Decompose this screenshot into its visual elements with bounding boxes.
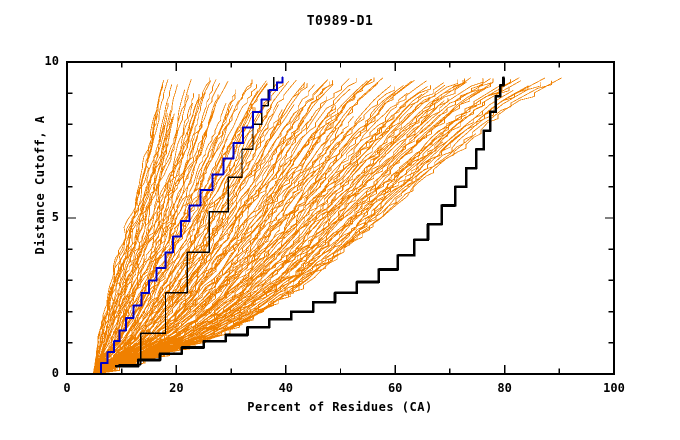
- ensemble-curve: [92, 80, 164, 375]
- ensemble-curve: [93, 94, 219, 375]
- ensemble-curve: [93, 84, 334, 375]
- ensemble-curve: [93, 82, 306, 375]
- x-tick-label: 20: [169, 381, 184, 395]
- ensemble-curve: [92, 103, 193, 375]
- highlight-curves-layer: [93, 76, 505, 375]
- ensemble-curve: [93, 78, 484, 375]
- ensemble-curve: [93, 78, 465, 375]
- ensemble-curve: [93, 106, 333, 375]
- x-tick-label: 100: [603, 381, 625, 395]
- highlight-curve-blue-model: [93, 76, 284, 375]
- axis-frame-layer: [66, 61, 615, 375]
- ensemble-curve: [93, 133, 477, 375]
- ensemble-curve: [93, 84, 268, 375]
- ensemble-curve: [93, 85, 529, 375]
- ensemble-curve: [92, 84, 172, 375]
- ensemble-curve: [93, 78, 494, 375]
- ensemble-curve: [93, 85, 431, 375]
- ensemble-curve: [93, 79, 459, 375]
- ensemble-curve: [93, 77, 562, 375]
- x-tick-label: 0: [63, 381, 71, 395]
- ensemble-curve: [93, 90, 514, 375]
- ensemble-curve: [93, 79, 328, 375]
- ensemble-curve: [92, 113, 175, 375]
- y-tick-label: 10: [44, 54, 59, 68]
- ensemble-curve: [93, 80, 412, 375]
- ensemble-curve: [92, 82, 164, 375]
- ensemble-curve: [93, 120, 305, 375]
- ensemble-curve: [93, 78, 357, 375]
- y-tick-label: 0: [51, 366, 59, 380]
- ensemble-curve: [93, 78, 491, 375]
- ensemble-curve: [93, 89, 237, 375]
- ensemble-curve: [93, 95, 355, 375]
- highlight-curve-black-companion: [118, 76, 275, 366]
- ensemble-curve: [93, 141, 443, 375]
- ensemble-curve: [93, 96, 327, 375]
- x-tick-label: 80: [497, 381, 512, 395]
- ensemble-curve: [92, 116, 173, 375]
- ensemble-curve: [93, 112, 295, 375]
- ensemble-curve: [93, 86, 528, 375]
- ensemble-curve: [93, 123, 393, 375]
- x-tick-label: 40: [278, 381, 294, 395]
- ensemble-curve: [93, 83, 379, 375]
- ensemble-curves-layer: [92, 77, 562, 375]
- page-title: T0989-D1: [306, 14, 374, 29]
- ensemble-curve: [93, 100, 445, 375]
- highlight-curve-black-model: [114, 76, 505, 368]
- ensemble-curve: [93, 94, 200, 375]
- x-axis-label: Percent of Residues (CA): [247, 400, 433, 414]
- y-axis-label: Distance Cutoff, A: [33, 115, 47, 255]
- ensemble-curve: [92, 94, 189, 375]
- ensemble-curve: [93, 136, 346, 375]
- ensemble-curve: [93, 79, 192, 375]
- x-tick-label: 60: [387, 381, 403, 395]
- y-tick-label: 5: [51, 210, 59, 224]
- ensemble-curve: [92, 110, 171, 375]
- ensemble-curve: [93, 85, 392, 375]
- ensemble-curve: [93, 82, 493, 375]
- ensemble-curve: [93, 82, 252, 375]
